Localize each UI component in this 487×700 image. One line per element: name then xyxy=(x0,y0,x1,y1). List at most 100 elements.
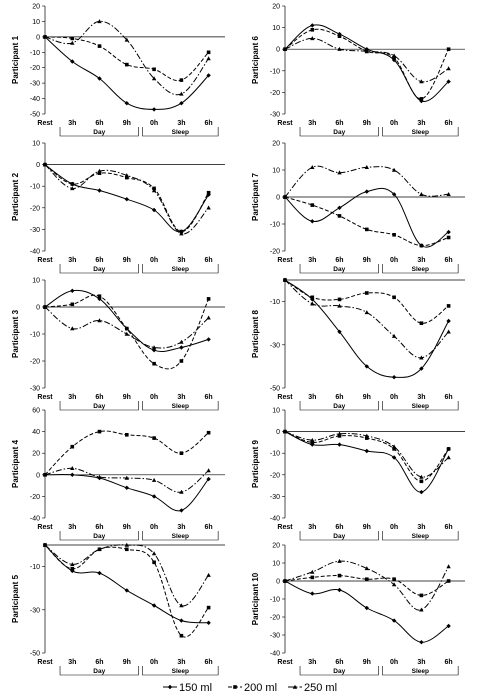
y-tick-label: -20 xyxy=(270,472,280,479)
y-tick-label: -30 xyxy=(270,494,280,501)
y-tick-label: -20 xyxy=(30,359,40,366)
x-tick-label: 3h xyxy=(308,120,316,127)
data-point xyxy=(446,564,451,569)
y-axis-label: Participant 1 xyxy=(11,35,20,84)
data-point xyxy=(337,46,342,51)
series-line-1 xyxy=(284,580,449,643)
x-tick-label: Rest xyxy=(277,524,293,531)
group-label: Sleep xyxy=(172,403,189,410)
data-point xyxy=(124,542,129,547)
group-label: Sleep xyxy=(412,403,429,410)
y-tick-label: 10 xyxy=(272,25,280,32)
data-point xyxy=(97,474,102,479)
y-tick-label: 20 xyxy=(32,451,40,458)
x-tick-label: 0h xyxy=(150,257,158,264)
y-axis-label: Participant 10 xyxy=(251,572,260,625)
data-point xyxy=(42,304,48,309)
data-point xyxy=(419,366,424,371)
data-point xyxy=(206,620,211,625)
x-tick-label: 6h xyxy=(445,120,453,127)
y-tick-label: 10 xyxy=(272,408,280,415)
data-point xyxy=(206,205,211,210)
data-point xyxy=(97,294,102,298)
data-point xyxy=(206,337,211,342)
data-point xyxy=(310,301,315,306)
data-point xyxy=(391,582,397,587)
data-point xyxy=(282,46,288,51)
y-tick-label: -30 xyxy=(270,342,280,349)
data-point xyxy=(446,235,451,240)
data-point xyxy=(364,448,369,454)
x-tick-label: 6h xyxy=(445,524,453,531)
legend-label: 250 ml xyxy=(304,682,337,694)
y-tick-label: -50 xyxy=(30,112,40,119)
y-tick-label: 10 xyxy=(32,19,40,26)
group-label: Sleep xyxy=(172,266,189,273)
y-tick-label: -10 xyxy=(270,597,280,604)
data-point xyxy=(125,175,129,180)
group-label: Sleep xyxy=(172,668,189,675)
y-tick-label: -10 xyxy=(30,184,40,191)
y-tick-label: 0 xyxy=(276,195,280,202)
x-tick-label: 0h xyxy=(390,394,398,401)
data-point xyxy=(337,573,342,578)
y-tick-label: 20 xyxy=(272,543,280,550)
data-point xyxy=(310,23,315,28)
data-point xyxy=(152,436,156,440)
group-bracket xyxy=(382,264,459,274)
x-tick-label: 3h xyxy=(308,394,316,401)
x-tick-label: Rest xyxy=(277,257,293,264)
group-label: Sleep xyxy=(172,129,189,136)
data-point xyxy=(151,603,157,608)
data-point xyxy=(151,551,157,556)
group-bracket xyxy=(299,264,379,274)
data-point xyxy=(97,168,102,173)
series-line-2 xyxy=(284,279,449,324)
x-tick-label: 9h xyxy=(363,659,371,666)
panel-3: -40 -30 -20 -10 0 10 Participant 2 Rest 3h 6h 9h 0h… xyxy=(11,141,225,274)
data-point xyxy=(419,593,424,598)
data-point xyxy=(70,288,75,293)
panel-9: -50 -30 -10 Participant 5 Rest 3h 6h 9h 0h 3h 6h Da… xyxy=(11,542,225,676)
data-point xyxy=(70,40,75,45)
x-tick-label: Rest xyxy=(277,120,293,127)
series-line-1 xyxy=(284,24,449,102)
y-tick-label: 20 xyxy=(32,4,40,11)
x-tick-label: 3h xyxy=(308,257,316,264)
data-point xyxy=(365,436,369,440)
group-label: Day xyxy=(93,403,105,410)
x-tick-label: 9h xyxy=(123,524,131,531)
series-line-3 xyxy=(284,37,449,83)
x-tick-label: 9h xyxy=(363,524,371,531)
group-bracket xyxy=(382,401,459,411)
y-axis-label: Participant 3 xyxy=(11,309,20,358)
data-point xyxy=(206,297,211,301)
data-point xyxy=(419,474,424,479)
data-point xyxy=(282,277,288,282)
x-tick-label: 6h xyxy=(335,659,343,666)
series-line-3 xyxy=(44,20,209,96)
data-point xyxy=(364,433,369,438)
y-tick-label: -50 xyxy=(30,651,40,658)
legend-marker xyxy=(292,684,298,689)
data-point xyxy=(337,587,342,593)
x-tick-label: 6h xyxy=(205,120,213,127)
data-point xyxy=(392,233,396,237)
data-point xyxy=(310,440,315,445)
y-tick-label: -10 xyxy=(270,451,280,458)
data-point xyxy=(365,291,369,295)
group-bracket xyxy=(382,666,459,676)
y-tick-label: -10 xyxy=(270,68,280,75)
data-point xyxy=(152,560,156,565)
group-label: Day xyxy=(333,266,345,273)
x-tick-label: 0h xyxy=(150,524,158,531)
x-tick-label: 6h xyxy=(445,659,453,666)
data-point xyxy=(179,603,184,608)
data-point xyxy=(42,472,48,477)
y-tick-label: -50 xyxy=(270,386,280,393)
data-point xyxy=(97,547,102,551)
group-label: Sleep xyxy=(412,533,429,540)
data-point xyxy=(337,297,342,302)
data-point xyxy=(419,607,424,612)
group-label: Day xyxy=(333,668,345,675)
